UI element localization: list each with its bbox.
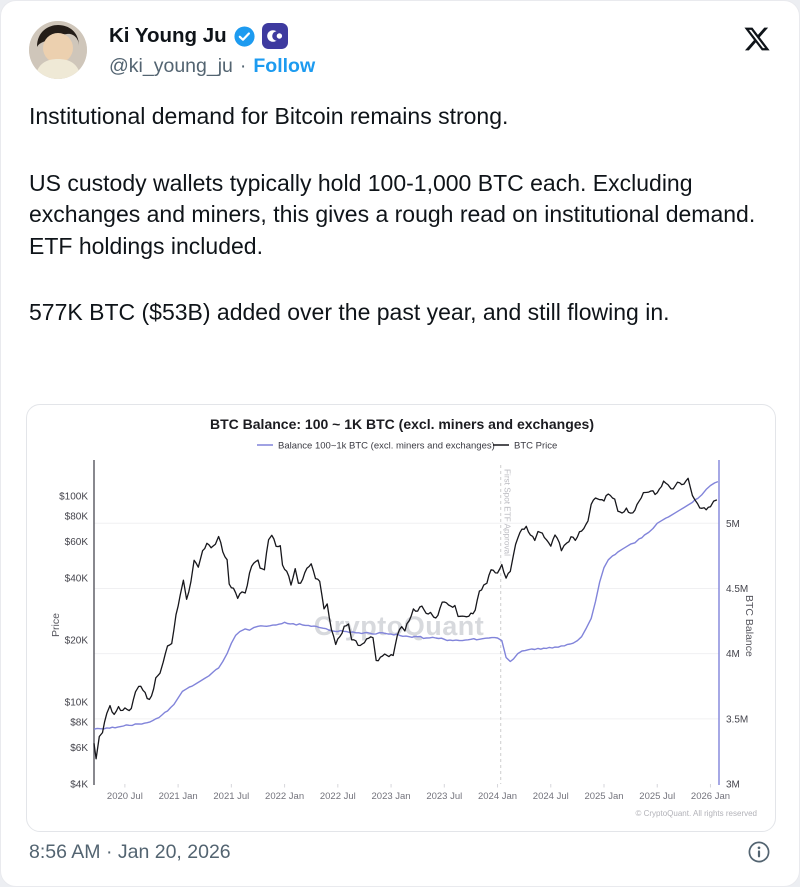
svg-text:2021 Jul: 2021 Jul: [213, 791, 249, 802]
svg-text:$80K: $80K: [65, 511, 89, 522]
price-axis-labels: $100K $80K $60K $40K $20K $10K $8K $6K $4K: [59, 491, 88, 790]
x-axis: 2020 Jul 2021 Jan 2021 Jul 2022 Jan 2022 Jul…: [107, 784, 730, 802]
avatar[interactable]: [29, 21, 87, 79]
verified-badge-icon: [234, 25, 255, 47]
tweet-header: Ki Young Ju @ki_young_ju · Follow: [29, 21, 771, 85]
follow-link[interactable]: Follow: [253, 55, 316, 77]
etf-approval-label: First Spot ETF Approval: [503, 469, 512, 556]
svg-text:2022 Jul: 2022 Jul: [320, 791, 356, 802]
tweet-footer: 8:56 AM · Jan 20, 2026: [29, 840, 771, 864]
svg-text:3M: 3M: [726, 780, 740, 791]
chart-copyright: © CryptoQuant. All rights reserved: [636, 809, 758, 818]
tweet-paragraph: US custody wallets typically hold 100-1,…: [29, 169, 756, 259]
svg-text:2021 Jan: 2021 Jan: [159, 791, 198, 802]
author-block: Ki Young Ju @ki_young_ju · Follow: [109, 23, 315, 78]
svg-text:2025 Jul: 2025 Jul: [639, 791, 675, 802]
svg-text:BTC Price: BTC Price: [514, 441, 557, 452]
svg-text:3.5M: 3.5M: [726, 714, 748, 725]
balance-axis-labels: 5M 4.5M 4M 3.5M 3M: [726, 519, 748, 791]
svg-text:2020 Jul: 2020 Jul: [107, 791, 143, 802]
avatar-photo: [29, 21, 87, 79]
svg-text:$6K: $6K: [70, 743, 88, 754]
chart-legend: Balance 100~1k BTC (excl. miners and exc…: [257, 441, 557, 452]
svg-text:2023 Jul: 2023 Jul: [426, 791, 462, 802]
balance-series-line: [93, 480, 719, 730]
svg-text:2026 Jan: 2026 Jan: [691, 791, 730, 802]
tweet-paragraph: Institutional demand for Bitcoin remains…: [29, 103, 509, 129]
svg-text:Balance 100~1k BTC (excl. mine: Balance 100~1k BTC (excl. miners and exc…: [278, 441, 495, 452]
tweet-text: Institutional demand for Bitcoin remains…: [29, 101, 775, 364]
svg-text:2022 Jan: 2022 Jan: [265, 791, 304, 802]
price-series-line: [93, 477, 718, 760]
chart-media[interactable]: CryptoQuant First Spot ETF Approval 2020 J…: [26, 404, 776, 832]
svg-text:$100K: $100K: [59, 491, 88, 502]
svg-text:2023 Jan: 2023 Jan: [372, 791, 411, 802]
svg-text:$10K: $10K: [65, 697, 89, 708]
svg-text:5M: 5M: [726, 519, 740, 530]
balance-axis-title: BTC Balance: [743, 595, 755, 657]
chart-title: BTC Balance: 100 ~ 1K BTC (excl. miners …: [210, 416, 594, 432]
x-logo-icon[interactable]: [743, 25, 771, 53]
separator-dot: ·: [239, 55, 247, 77]
btc-balance-chart: CryptoQuant First Spot ETF Approval 2020 J…: [50, 416, 758, 818]
svg-text:$4K: $4K: [70, 780, 88, 791]
svg-text:2025 Jan: 2025 Jan: [584, 791, 623, 802]
svg-text:4.5M: 4.5M: [726, 584, 748, 595]
timestamp[interactable]: 8:56 AM · Jan 20, 2026: [29, 840, 231, 863]
svg-text:$60K: $60K: [65, 537, 89, 548]
watermark: CryptoQuant: [314, 611, 485, 641]
price-axis-title: Price: [50, 613, 62, 637]
tweet-paragraph: 577K BTC ($53B) added over the past year…: [29, 299, 670, 325]
svg-text:2024 Jan: 2024 Jan: [478, 791, 517, 802]
svg-text:2024 Jul: 2024 Jul: [533, 791, 569, 802]
svg-text:$40K: $40K: [65, 573, 89, 584]
display-name[interactable]: Ki Young Ju: [109, 24, 227, 47]
cryptoquant-org-badge-icon: [261, 23, 288, 49]
handle[interactable]: @ki_young_ju: [109, 55, 233, 77]
gridlines: [94, 522, 719, 720]
svg-text:$20K: $20K: [65, 635, 89, 646]
svg-text:4M: 4M: [726, 649, 740, 660]
svg-text:$8K: $8K: [70, 717, 88, 728]
info-icon[interactable]: [747, 840, 771, 864]
